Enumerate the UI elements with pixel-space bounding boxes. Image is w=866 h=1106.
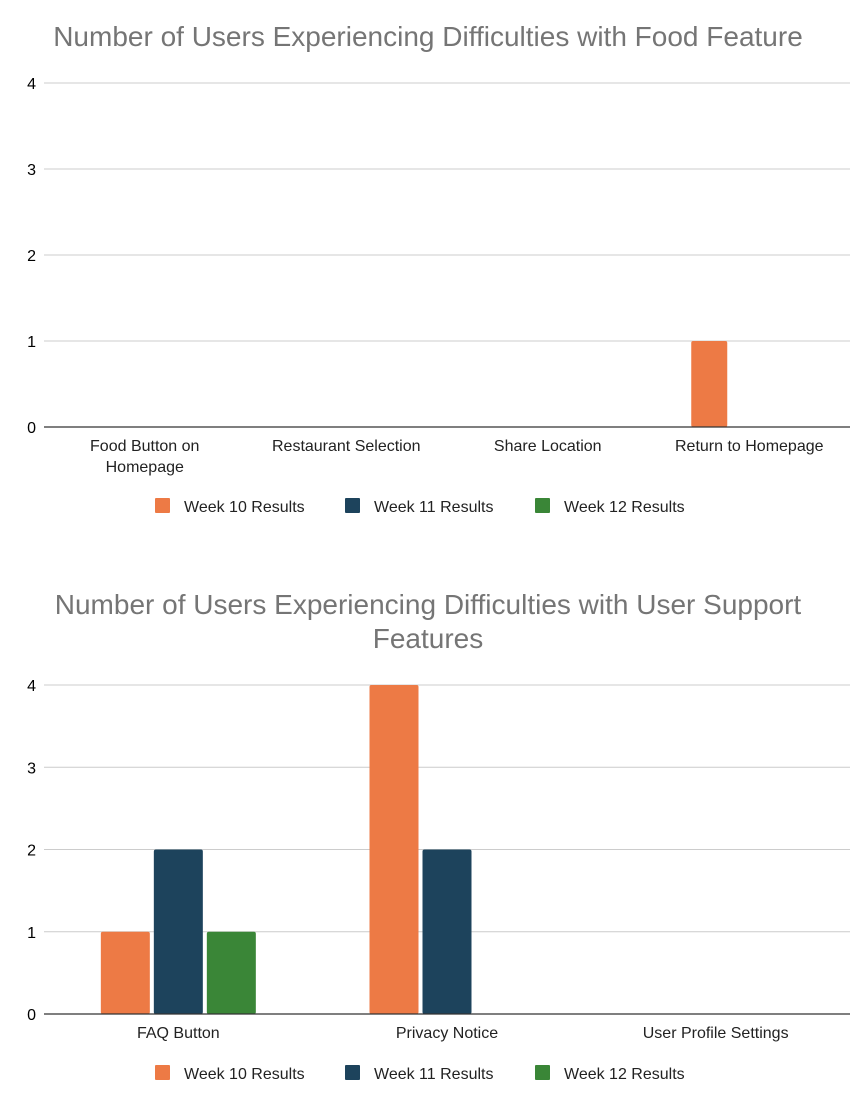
chart-food-feature-svg: Number of Users Experiencing Difficultie… [27,21,850,516]
food-chart-legend-swatch-week11 [345,498,360,513]
food-chart-bar-week10 [691,341,728,427]
support-chart-category-label: FAQ Button [137,1025,220,1042]
support-chart-bar-week11 [422,849,472,1014]
support-chart-title-line-1: Number of Users Experiencing Difficultie… [55,589,802,620]
support-chart-ytick-label: 1 [27,925,36,942]
support-chart-category-label: User Profile Settings [643,1025,789,1042]
food-chart-title: Number of Users Experiencing Difficultie… [53,21,803,52]
support-chart-title-line-2: Features [373,623,484,654]
support-chart-ytick-label: 0 [27,1007,36,1024]
support-chart-ytick-label: 2 [27,843,36,860]
support-chart-bar-week10 [100,931,150,1014]
food-chart-legend-label: Week 11 Results [374,499,493,516]
food-chart-ytick-label: 1 [27,334,36,351]
support-chart-category-label: Privacy Notice [396,1025,498,1042]
support-chart-legend-swatch-week10 [155,1065,170,1080]
food-chart-ytick-label: 4 [27,76,36,93]
support-chart-legend-label: Week 10 Results [184,1066,305,1083]
food-chart-category-label: Share Location [494,438,602,455]
support-chart-bar-week11 [153,849,203,1014]
food-chart-category-label: Return to Homepage [675,438,824,455]
food-chart-legend-label: Week 10 Results [184,499,305,516]
food-chart-ytick-label: 3 [27,162,36,179]
food-chart-legend-swatch-week10 [155,498,170,513]
food-chart-ytick-label: 0 [27,420,36,437]
food-chart-legend-label: Week 12 Results [564,499,685,516]
support-chart-ytick-label: 4 [27,678,36,695]
food-chart-category-label: Homepage [106,459,184,476]
support-chart-ytick-label: 3 [27,760,36,777]
chart-user-support-svg: Number of Users Experiencing Difficultie… [27,589,850,1083]
support-chart-legend-label: Week 11 Results [374,1066,493,1083]
support-chart-legend-swatch-week12 [535,1065,550,1080]
food-chart-ytick-label: 2 [27,248,36,265]
chart-food-feature: Number of Users Experiencing Difficultie… [0,0,866,540]
food-chart-category-label: Food Button on [90,438,199,455]
food-chart-legend-swatch-week12 [535,498,550,513]
food-chart-category-label: Restaurant Selection [272,438,421,455]
chart-user-support-features: Number of Users Experiencing Difficultie… [0,580,866,1106]
support-chart-legend-swatch-week11 [345,1065,360,1080]
support-chart-bar-week12 [206,931,256,1014]
support-chart-bar-week10 [369,685,419,1014]
support-chart-legend-label: Week 12 Results [564,1066,685,1083]
